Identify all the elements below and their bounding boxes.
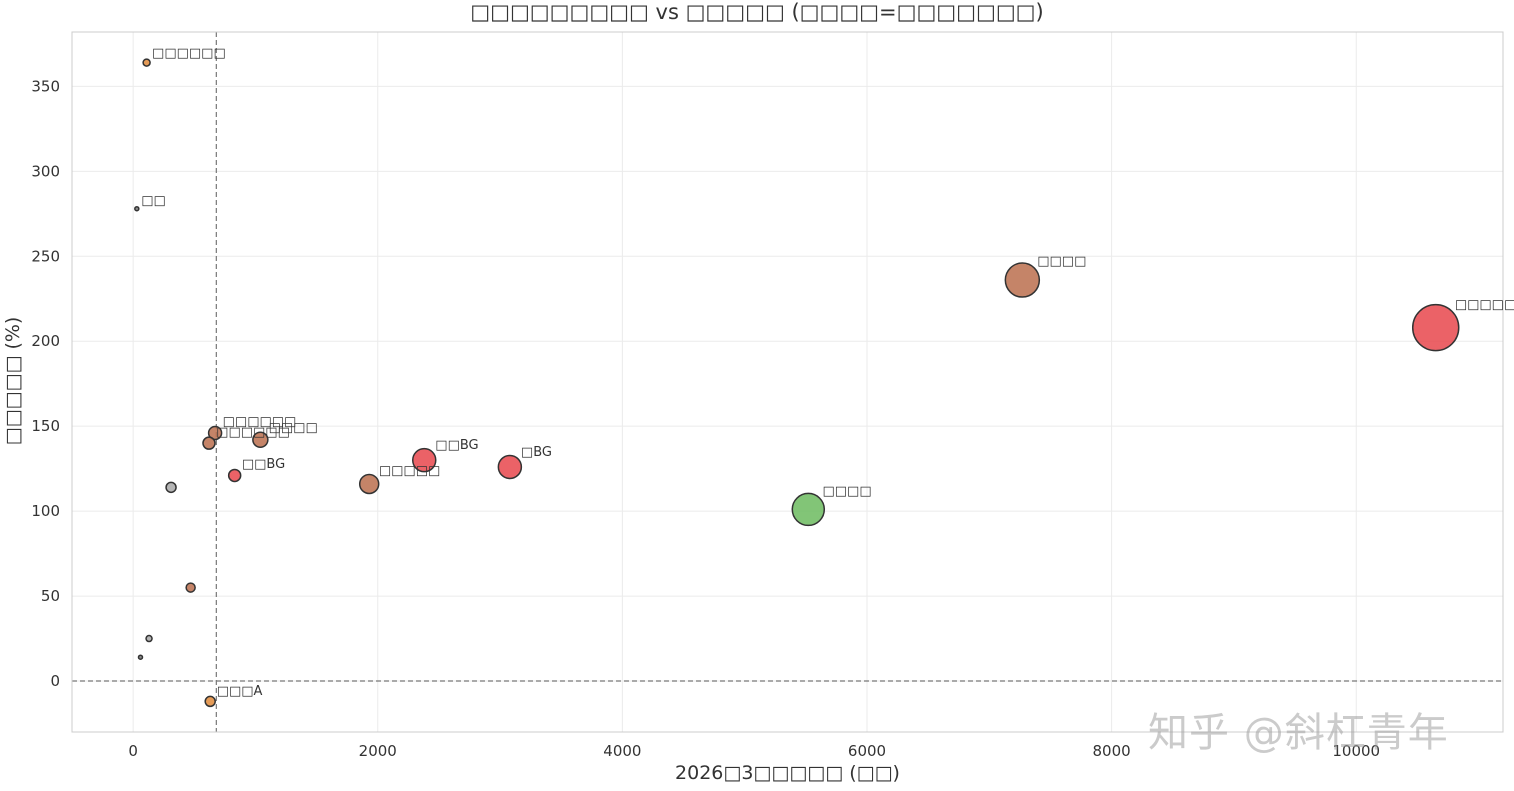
data-point <box>202 436 216 450</box>
y-tick-label: 50 <box>41 587 60 605</box>
point-label: □BG <box>521 445 552 460</box>
x-tick-label: 0 <box>128 742 138 760</box>
grid-layer <box>72 32 1503 732</box>
data-point <box>227 468 242 483</box>
reference-lines <box>72 32 1503 732</box>
point-label: □□□□□□ <box>223 414 297 429</box>
data-point <box>204 695 216 708</box>
point-label: □□□□□□ <box>152 46 226 61</box>
y-tick-label: 250 <box>31 247 60 265</box>
data-point <box>1411 303 1460 352</box>
x-tick-label: 2000 <box>359 742 397 760</box>
data-points <box>134 58 1460 708</box>
data-point <box>185 582 196 593</box>
point-label: □□□□□ <box>379 463 440 478</box>
point-label: □□□□ <box>822 484 871 499</box>
point-label: □□□□□BG <box>1455 298 1514 313</box>
y-tick-label: 300 <box>31 162 60 180</box>
y-tick-label: 350 <box>31 77 60 95</box>
data-point <box>142 58 151 67</box>
x-tick-label: 4000 <box>603 742 641 760</box>
point-label: □□□□□□ <box>216 425 290 440</box>
tick-labels: 0 2000 4000 6000 8000 10000 0 50 100 150 200 250 300… <box>31 77 1380 760</box>
data-point <box>137 654 144 660</box>
data-point <box>791 492 826 527</box>
point-label: □□□A <box>217 684 263 699</box>
point-label: □□BG <box>242 457 285 472</box>
y-tick-label: 0 <box>50 672 60 690</box>
chart-title: □□□□□□□□□ vs □□□□□ (□□□□=□□□□□□□) <box>470 0 1044 24</box>
x-tick-label: 6000 <box>848 742 886 760</box>
data-point <box>1004 262 1041 298</box>
x-tick-label: 8000 <box>1093 742 1131 760</box>
x-tick-label: 10000 <box>1332 742 1380 760</box>
point-label: □□BG <box>435 438 478 453</box>
plot-frame <box>71 31 1504 733</box>
data-point <box>497 454 523 480</box>
y-axis-label: □□□□□ (%) <box>2 316 24 446</box>
point-label: □□ <box>141 193 166 208</box>
data-point <box>358 473 380 495</box>
point-label: □□□□ <box>269 421 318 436</box>
watermark: 知乎 @斜杠青年 <box>1148 710 1449 756</box>
y-tick-label: 100 <box>31 502 60 520</box>
x-axis-label: 2026□3□□□□□ (□□) <box>675 762 900 784</box>
data-point <box>134 205 140 212</box>
data-point <box>207 425 223 441</box>
point-labels: □□□□□BG□□□□□□□□□BG□□BG□□□□□□□□□□□□□□□□□□… <box>141 46 1514 699</box>
data-point <box>252 431 269 449</box>
data-point <box>145 634 153 643</box>
point-label: □□□□ <box>1037 254 1086 269</box>
data-point <box>165 481 177 494</box>
data-point <box>411 447 437 473</box>
y-tick-label: 200 <box>31 332 60 350</box>
y-tick-label: 150 <box>31 417 60 435</box>
